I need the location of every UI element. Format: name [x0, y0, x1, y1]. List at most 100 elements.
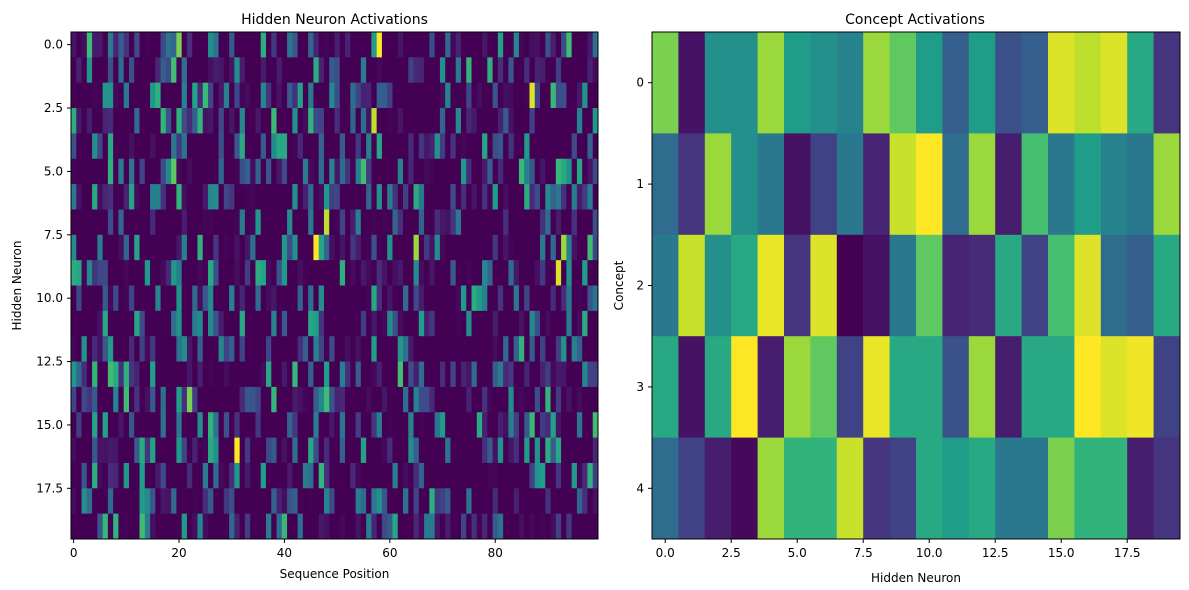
heatmap-cell: [582, 310, 588, 337]
heatmap-cell: [197, 437, 204, 464]
heatmap-cell: [139, 184, 146, 210]
heatmap-cell: [155, 361, 162, 388]
heatmap-cell: [424, 462, 430, 489]
heatmap-cell: [313, 108, 320, 134]
heatmap-cell: [192, 336, 198, 363]
heatmap-cell: [229, 336, 235, 363]
heatmap-cell: [186, 82, 193, 109]
heatmap-cell: [97, 437, 104, 464]
heatmap-cell: [460, 310, 467, 337]
heatmap-cell: [434, 513, 441, 540]
heatmap-cell: [271, 57, 278, 84]
heatmap-cell: [397, 158, 404, 185]
heatmap-cell: [418, 133, 425, 160]
heatmap-cell: [355, 57, 362, 84]
heatmap-cell: [81, 310, 88, 337]
heatmap-cell: [429, 184, 436, 210]
heatmap-cell: [540, 133, 546, 160]
heatmap-cell: [403, 158, 409, 185]
heatmap-cell: [97, 184, 104, 210]
heatmap-cell: [392, 32, 399, 58]
heatmap-cell: [292, 184, 299, 210]
heatmap-cell: [360, 260, 367, 286]
heatmap-cell: [482, 57, 488, 84]
heatmap-cell: [492, 412, 499, 439]
heatmap-cell: [165, 336, 172, 363]
heatmap-cell: [518, 336, 525, 363]
heatmap-cell: [81, 82, 88, 109]
heatmap-cell: [508, 310, 515, 337]
heatmap-cell: [418, 437, 425, 464]
heatmap-cell: [160, 209, 167, 236]
heatmap-cell: [561, 488, 567, 515]
heatmap-cell: [102, 209, 109, 236]
heatmap-cell: [323, 285, 330, 312]
heatmap-cell: [113, 209, 119, 236]
heatmap-cell: [392, 412, 399, 439]
heatmap-cell: [555, 133, 562, 160]
heatmap-cell: [102, 234, 109, 261]
heatmap-cell: [97, 260, 104, 286]
y-tick-label: 0: [636, 76, 644, 90]
heatmap-cell: [165, 260, 172, 286]
heatmap-cell: [86, 285, 93, 312]
heatmap-cell: [545, 57, 552, 84]
hidden-neuron-activations-panel: Hidden Neuron Activations 0 20 40 60 80 0.02…: [10, 12, 599, 581]
heatmap-cell: [176, 386, 183, 413]
heatmap-cell: [418, 158, 425, 185]
heatmap-cell: [445, 488, 451, 515]
heatmap-cell: [534, 158, 541, 185]
heatmap-cell: [387, 108, 393, 134]
heatmap-cell: [503, 513, 509, 540]
heatmap-cell: [439, 209, 446, 236]
heatmap-cell: [86, 82, 93, 109]
heatmap-cell: [345, 234, 351, 261]
heatmap-cell: [434, 209, 441, 236]
heatmap-cell: [281, 310, 288, 337]
heatmap-cell: [439, 488, 446, 515]
heatmap-cell: [540, 57, 546, 84]
heatmap-cell: [413, 462, 420, 489]
heatmap-cell: [471, 82, 478, 109]
heatmap-cell: [155, 108, 162, 134]
heatmap-cell: [455, 361, 462, 388]
heatmap-cell: [408, 361, 415, 388]
heatmap-cell: [508, 285, 515, 312]
heatmap-cell: [281, 209, 288, 236]
heatmap-cell: [460, 513, 467, 540]
heatmap-cell: [434, 158, 441, 185]
heatmap-cell: [155, 513, 162, 540]
heatmap-cell: [413, 158, 420, 185]
heatmap-cell: [487, 361, 494, 388]
heatmap-cell: [366, 184, 372, 210]
heatmap-cell: [150, 336, 156, 363]
heatmap-cell: [476, 412, 483, 439]
heatmap-cell: [534, 513, 541, 540]
heatmap-cell: [439, 158, 446, 185]
heatmap-cell: [239, 108, 246, 134]
heatmap-cell: [239, 310, 246, 337]
heatmap-cell: [102, 108, 109, 134]
heatmap-cell: [276, 336, 283, 363]
heatmap-cell: [545, 285, 552, 312]
heatmap-cell: [276, 133, 283, 160]
heatmap-cell: [107, 158, 114, 185]
heatmap-cell: [366, 32, 372, 58]
heatmap-cell: [186, 513, 193, 540]
heatmap-cell: [445, 412, 451, 439]
heatmap-cell: [376, 184, 383, 210]
heatmap-cell: [403, 133, 409, 160]
heatmap-cell: [545, 310, 552, 337]
heatmap-cell: [487, 133, 494, 160]
heatmap-cell: [176, 488, 183, 515]
heatmap-cell: [234, 133, 241, 160]
heatmap-cell: [482, 260, 488, 286]
heatmap-cell: [429, 310, 436, 337]
heatmap-cell: [529, 32, 536, 58]
heatmap-cell: [165, 82, 172, 109]
heatmap-cell: [234, 462, 241, 489]
heatmap-cell: [513, 82, 520, 109]
heatmap-cell: [455, 32, 462, 58]
heatmap-cell: [276, 57, 283, 84]
heatmap-cell: [545, 133, 552, 160]
